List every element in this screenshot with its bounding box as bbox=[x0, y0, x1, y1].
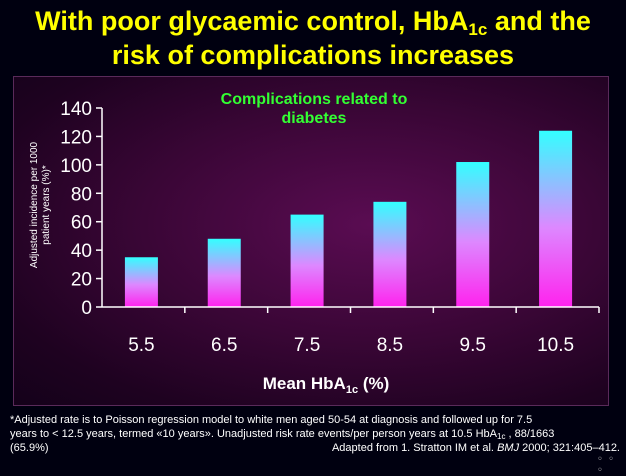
x-axis-label-post: (%) bbox=[358, 374, 389, 393]
x-tick-label: 6.5 bbox=[211, 335, 237, 356]
y-tick-label: 60 bbox=[71, 213, 92, 234]
chart-title-line-2: diabetes bbox=[282, 110, 347, 127]
x-tick-label: 7.5 bbox=[294, 335, 320, 356]
x-axis-label: Mean HbA1c (%) bbox=[263, 374, 390, 396]
y-axis-label-line-1: Adjusted incidence per 1000 bbox=[29, 141, 40, 268]
y-tick-label: 80 bbox=[71, 184, 92, 205]
x-tick-label: 5.5 bbox=[128, 335, 154, 356]
y-tick-label: 40 bbox=[71, 241, 92, 262]
bar bbox=[539, 130, 573, 307]
footnote-line-2: years to < 12.5 years, termed «10 years»… bbox=[10, 427, 620, 441]
bar bbox=[456, 162, 490, 307]
x-axis-ticks: 5.5 6.5 7.5 8.5 9.5 10.5 bbox=[128, 307, 600, 356]
y-axis-ticks: 0 20 40 60 80 100 120 140 bbox=[60, 99, 102, 319]
footnote-line-3: (65.9%) Adapted from 1. Stratton IM et al… bbox=[10, 441, 620, 455]
x-axis-label-pre: Mean HbA bbox=[263, 374, 346, 393]
x-tick-label: 9.5 bbox=[460, 335, 486, 356]
citation-post: 2000; 321:405–412. bbox=[519, 442, 620, 454]
footnote-line-1: *Adjusted rate is to Poisson regression … bbox=[10, 414, 533, 426]
y-tick-label: 0 bbox=[81, 298, 92, 319]
x-tick-label: 8.5 bbox=[377, 335, 403, 356]
bar bbox=[290, 214, 324, 307]
y-tick-label: 20 bbox=[71, 270, 92, 291]
y-tick-label: 100 bbox=[60, 156, 92, 177]
citation: Adapted from 1. Stratton IM et al. BMJ 2… bbox=[332, 441, 620, 455]
bars bbox=[124, 130, 573, 307]
citation-journal: BMJ bbox=[497, 442, 520, 454]
title-subscript: 1c bbox=[468, 20, 488, 39]
footnote-line-3-left: (65.9%) bbox=[10, 442, 49, 454]
bar-chart: Complications related to diabetes Adjust… bbox=[29, 91, 600, 396]
y-tick-label: 140 bbox=[60, 99, 92, 120]
footnote-line-2-sub: 1c bbox=[497, 432, 506, 441]
slide-nav-dots[interactable]: ◦ ◦ ◦ bbox=[597, 454, 615, 476]
chart-panel: Complications related to diabetes Adjust… bbox=[13, 76, 609, 406]
chart-title-line-1: Complications related to bbox=[221, 91, 408, 108]
bar bbox=[207, 238, 241, 307]
title-line-1-pre: With poor glycaemic control, HbA bbox=[35, 6, 469, 36]
title-line-2: risk of complications increases bbox=[111, 40, 515, 70]
footnote-line-2-pre: years to < 12.5 years, termed «10 years»… bbox=[10, 428, 498, 440]
title-line-1: With poor glycaemic control, HbA1c and t… bbox=[0, 4, 626, 38]
footnote-line-2-post: , 88/1663 bbox=[505, 428, 555, 440]
bar bbox=[373, 201, 407, 307]
slide-title: With poor glycaemic control, HbA1c and t… bbox=[0, 4, 626, 72]
footnote: *Adjusted rate is to Poisson regression … bbox=[10, 413, 620, 455]
bar bbox=[124, 257, 158, 307]
x-axis-label-sub: 1c bbox=[346, 384, 358, 396]
y-tick-label: 120 bbox=[60, 127, 92, 148]
x-tick-label: 10.5 bbox=[537, 335, 574, 356]
citation-pre: Adapted from 1. Stratton IM et al. bbox=[331, 442, 498, 454]
y-axis-label-line-2: patient years (%)* bbox=[41, 165, 52, 245]
title-line-1-post: and the bbox=[487, 6, 591, 36]
